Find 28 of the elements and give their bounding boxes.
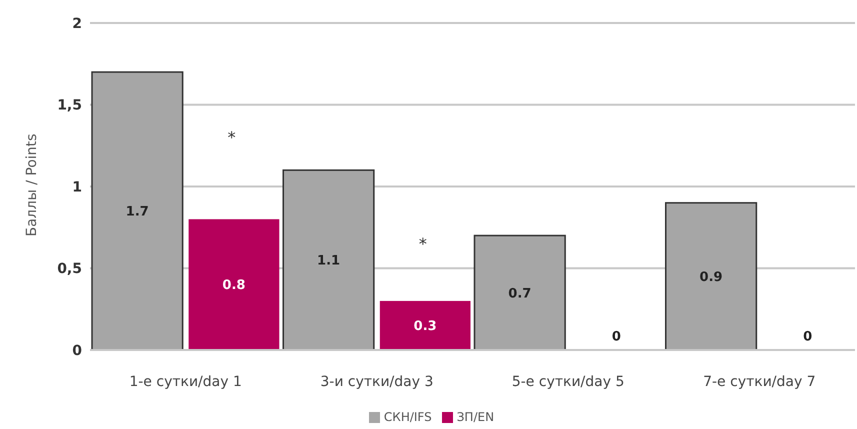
data-label: 1.7: [126, 204, 149, 220]
legend-label: СКН/IFS: [384, 410, 432, 424]
annotation: *: [418, 234, 427, 254]
legend-label: ЗП/EN: [456, 410, 494, 424]
y-tick-label: 1,5: [57, 98, 82, 114]
y-tick-label: 2: [72, 16, 82, 32]
data-label: 0.3: [414, 319, 437, 334]
bar: [188, 219, 280, 350]
y-tick-label: 1: [72, 179, 82, 196]
data-label: 0.9: [700, 270, 723, 286]
bar: [665, 202, 758, 350]
data-label: 0: [612, 330, 621, 345]
y-axis-title: Баллы / Points: [24, 134, 40, 236]
data-label: 0.8: [222, 278, 246, 294]
data-label: 0.7: [508, 286, 532, 302]
bar: [282, 169, 375, 350]
x-tick-label: 1-е сутки/day 1: [129, 374, 242, 390]
x-tick-label: 3-и сутки/day 3: [320, 374, 434, 390]
x-tick-label: 7-е сутки/day 7: [703, 374, 816, 390]
bar: [380, 300, 470, 350]
bar: [91, 71, 184, 350]
x-tick-label: 5-е сутки/day 5: [512, 374, 624, 390]
y-tick-label: 0,5: [57, 261, 82, 278]
data-label: 0: [803, 330, 812, 345]
y-tick-label: 0: [72, 342, 82, 359]
annotation: *: [228, 128, 236, 148]
data-label: 1.1: [317, 254, 340, 269]
bar: [474, 234, 566, 350]
